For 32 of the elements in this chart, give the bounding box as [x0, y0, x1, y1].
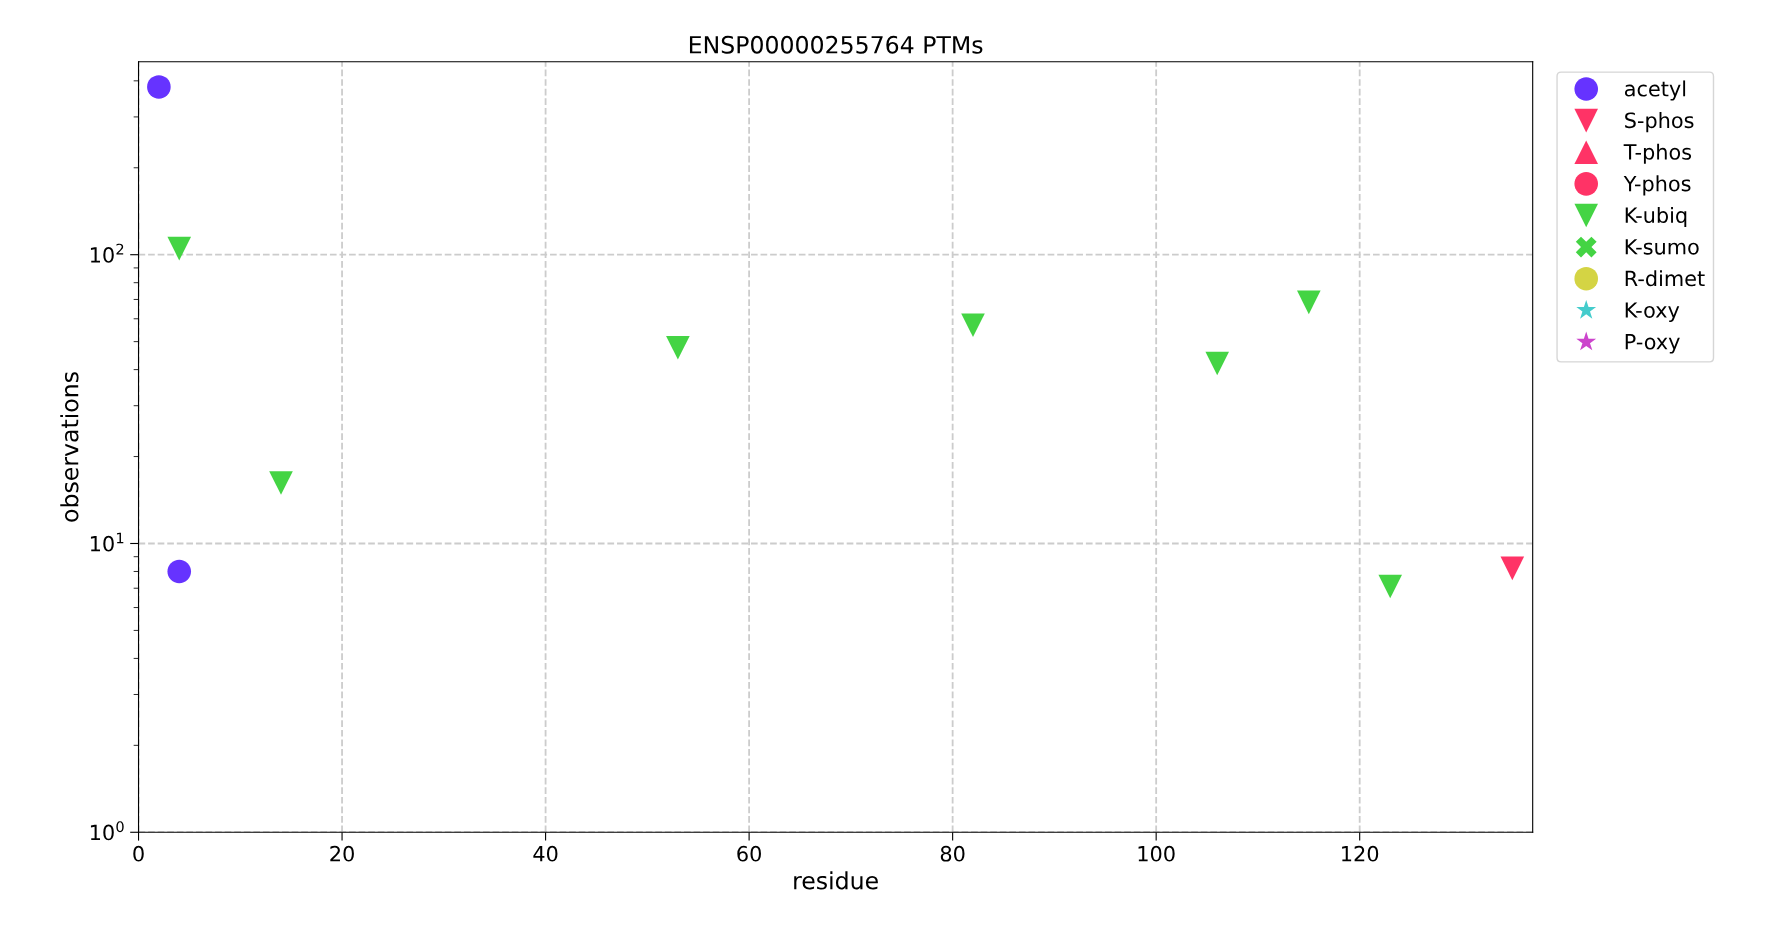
legend-label: K-sumo — [1625, 239, 1699, 255]
x-tick-label: 0 — [133, 845, 144, 862]
x-tick-label: 40 — [533, 845, 558, 862]
x-tick-label: 120 — [1342, 845, 1379, 862]
x-tick-label: 100 — [1138, 845, 1175, 862]
y-axis-title: observations — [60, 372, 79, 522]
legend-label: Y-phos — [1623, 175, 1691, 196]
legend-label: acetyl — [1624, 80, 1686, 101]
x-tick-label: 80 — [940, 845, 965, 862]
legend-label: R-dimet — [1625, 270, 1705, 287]
x-tick-label: 20 — [330, 845, 354, 862]
point — [1378, 574, 1403, 599]
point — [167, 559, 192, 584]
legend-label: K-ubiq — [1625, 206, 1687, 228]
chart-title: ENSP00000255764 PTMs — [689, 35, 983, 54]
point — [1205, 351, 1230, 376]
point — [269, 471, 293, 495]
point — [1500, 556, 1525, 581]
point — [167, 236, 192, 261]
point — [147, 75, 171, 99]
legend-label: P-oxy — [1625, 334, 1680, 354]
x-axis-title: residue — [794, 871, 878, 890]
y-tick-label: 10$^{0}$ — [90, 821, 124, 841]
x-tick-label: 60 — [737, 845, 761, 862]
legend-label: K-oxy — [1625, 302, 1680, 322]
legend-label: T-phos — [1623, 143, 1692, 164]
y-tick-label: 10$^{2}$ — [90, 243, 124, 263]
legend-label: S-phos — [1625, 112, 1694, 133]
y-tick-label: 10$^{1}$ — [90, 532, 124, 552]
point — [1297, 290, 1321, 315]
point — [961, 313, 985, 338]
point — [666, 336, 690, 360]
